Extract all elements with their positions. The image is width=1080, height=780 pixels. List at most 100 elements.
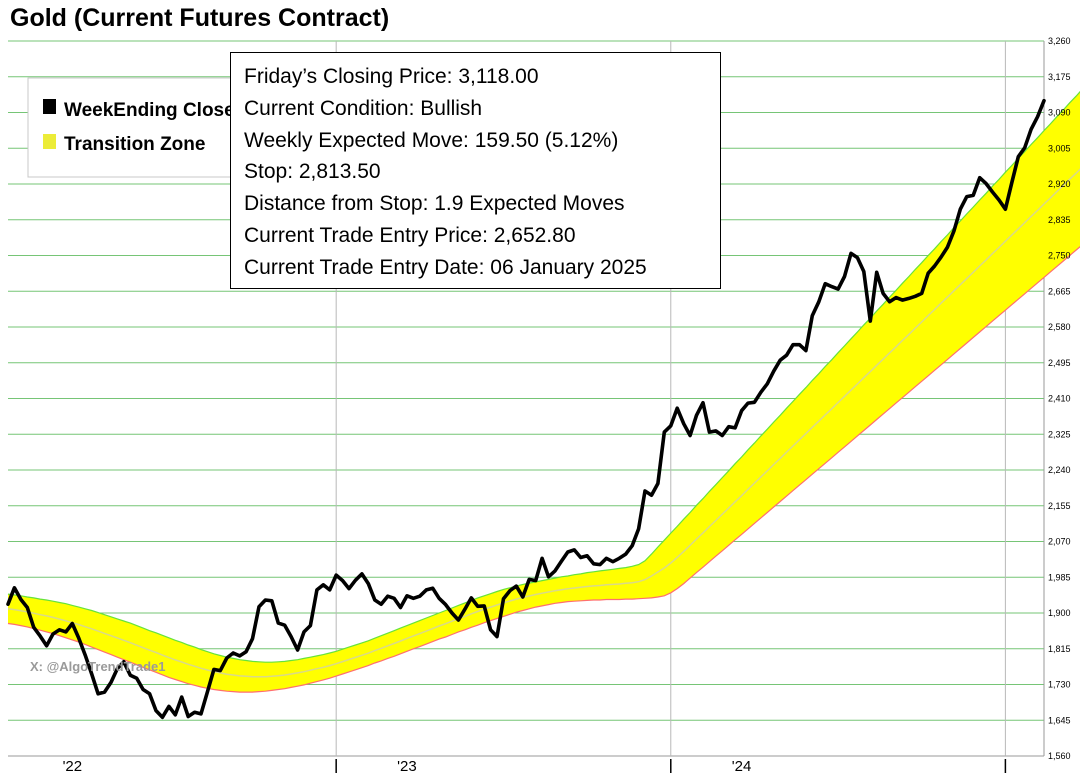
- transition-zone-midline: [7, 168, 1080, 678]
- close-point: [502, 597, 505, 600]
- close-point: [598, 563, 602, 566]
- close-point: [84, 653, 87, 657]
- close-point: [289, 635, 293, 638]
- y-tick-label: 1,560: [1048, 751, 1071, 761]
- close-point: [444, 603, 447, 606]
- close-point: [746, 401, 750, 405]
- y-tick-label: 1,645: [1048, 715, 1071, 725]
- close-point: [335, 573, 338, 577]
- close-point: [946, 245, 949, 249]
- close-point: [611, 560, 615, 563]
- y-tick-label: 1,900: [1048, 608, 1071, 618]
- close-point: [418, 595, 421, 598]
- close-point: [51, 632, 55, 636]
- close-point: [528, 578, 531, 581]
- close-point: [405, 594, 409, 597]
- close-point: [328, 588, 331, 592]
- close-point: [77, 637, 81, 640]
- y-tick-label: 2,155: [1048, 501, 1071, 511]
- close-point: [701, 401, 705, 404]
- close-point: [373, 598, 376, 602]
- close-point: [836, 287, 840, 291]
- close-point: [244, 650, 248, 653]
- legend-box: [27, 77, 255, 178]
- close-point: [457, 618, 460, 622]
- close-point: [425, 588, 428, 592]
- close-point: [907, 297, 911, 300]
- close-point: [283, 624, 286, 627]
- close-point: [71, 622, 74, 625]
- close-point: [508, 589, 512, 592]
- close-point: [643, 489, 647, 493]
- close-point: [972, 194, 975, 197]
- close-point: [399, 606, 402, 609]
- close-point: [624, 552, 627, 556]
- close-point: [721, 434, 724, 437]
- close-point: [257, 605, 261, 608]
- close-point: [64, 630, 68, 634]
- close-point: [637, 527, 640, 531]
- y-tick-label: 2,580: [1048, 322, 1071, 332]
- close-point: [1029, 128, 1033, 131]
- info-box: Friday’s Closing Price: 3,118.00 Current…: [230, 52, 721, 289]
- close-point: [888, 300, 891, 303]
- y-tick-label: 3,260: [1048, 36, 1071, 46]
- close-point: [6, 603, 10, 606]
- page-title: Gold (Current Futures Contract): [10, 4, 390, 32]
- close-point: [225, 656, 228, 660]
- closing-price-line: Friday’s Closing Price: 3,118.00: [244, 65, 539, 88]
- close-point: [122, 660, 126, 663]
- close-point: [560, 560, 563, 563]
- close-point: [759, 391, 763, 394]
- close-point: [412, 597, 415, 600]
- y-tick-label: 2,325: [1048, 429, 1071, 439]
- legend-close-swatch: [43, 99, 56, 114]
- close-point: [302, 630, 306, 634]
- close-point: [534, 579, 537, 582]
- close-point: [450, 611, 454, 615]
- close-point: [676, 407, 679, 410]
- entry-date-line: Current Trade Entry Date: 06 January 202…: [244, 255, 647, 279]
- close-point: [540, 557, 544, 560]
- close-point: [914, 295, 917, 298]
- entry-price-line: Current Trade Entry Price: 2,652.80: [244, 223, 576, 247]
- close-point: [1023, 146, 1026, 149]
- close-point: [573, 548, 576, 552]
- transition-zone-lower-edge: [7, 246, 1080, 693]
- close-point: [58, 628, 61, 631]
- close-point: [727, 425, 730, 428]
- close-point: [920, 292, 923, 295]
- close-point: [991, 190, 994, 194]
- close-point: [521, 595, 524, 599]
- close-point: [26, 606, 29, 609]
- close-point: [219, 669, 222, 672]
- close-point: [315, 588, 319, 592]
- close-point: [380, 603, 383, 606]
- y-axis-ticks: 1,560 1,645 1,730 1,815 1,900 1,985 2,070 2,155…: [1048, 36, 1071, 761]
- close-point: [296, 648, 299, 652]
- y-tick-label: 2,240: [1048, 465, 1071, 475]
- close-point: [347, 587, 351, 590]
- close-point: [901, 298, 904, 302]
- close-point: [19, 598, 23, 601]
- x-tick-label: '24: [732, 758, 752, 775]
- close-point: [566, 550, 569, 554]
- close-point: [495, 635, 499, 638]
- close-point: [103, 690, 106, 694]
- legend-close-label: WeekEnding Close: [64, 100, 235, 121]
- y-tick-label: 2,665: [1048, 286, 1071, 296]
- close-point: [238, 654, 241, 658]
- close-point: [32, 626, 35, 629]
- close-point: [39, 634, 42, 638]
- close-point: [199, 712, 203, 716]
- close-point: [695, 414, 698, 417]
- close-point: [772, 370, 775, 373]
- y-tick-label: 2,495: [1048, 358, 1071, 368]
- close-point: [129, 674, 132, 677]
- close-point: [135, 677, 138, 680]
- close-point: [875, 271, 878, 274]
- close-point: [251, 637, 254, 640]
- close-point: [354, 579, 357, 582]
- close-point: [437, 597, 441, 600]
